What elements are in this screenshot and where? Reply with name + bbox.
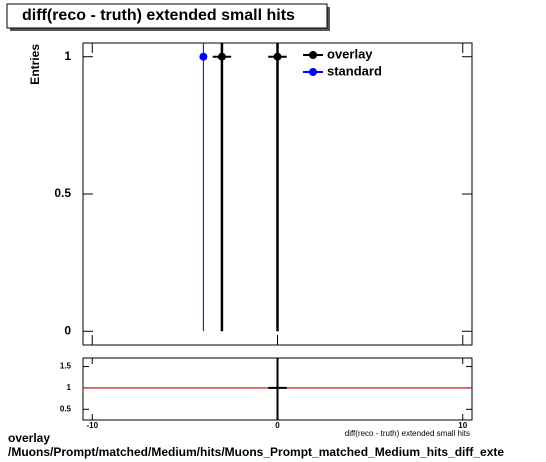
y-axis-label: Entries [28,44,42,85]
x-tick-label: 10 [458,421,467,430]
plot-area [199,43,287,332]
x-tick-label: -10 [86,421,98,430]
y-tick-label: 0.5 [54,186,71,200]
x-axis-label: diff(reco - truth) extended small hits [345,429,470,438]
y-tick-label: 0.5 [60,404,72,413]
footer-line: /Muons/Prompt/matched/Medium/hits/Muons_… [8,445,504,459]
data-point [217,52,226,61]
legend-label: standard [327,63,382,78]
legend-marker [309,51,317,59]
x-tick-label: 0 [275,421,280,430]
plot-area [83,358,472,420]
data-point [199,52,208,61]
y-tick-label: 0 [64,323,71,337]
chart-title: diff(reco - truth) extended small hits [22,7,295,24]
y-tick-label: 1 [67,383,72,392]
y-tick-label: 1.5 [60,362,72,371]
legend-marker [309,68,317,76]
footer-line: overlay [8,431,50,445]
legend-label: overlay [327,46,373,61]
data-point [273,52,282,61]
y-tick-label: 1 [64,49,71,63]
title-box [6,3,328,29]
